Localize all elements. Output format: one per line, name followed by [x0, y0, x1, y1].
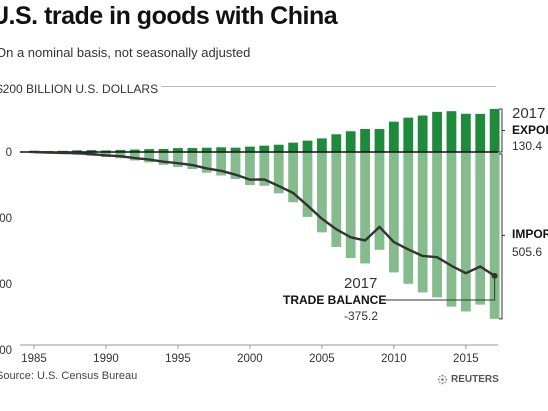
import-bar: [288, 152, 299, 203]
x-tick-label: 2015: [453, 353, 479, 365]
export-bar: [475, 113, 486, 152]
import-bar: [374, 152, 385, 250]
import-bar: [460, 152, 471, 312]
export-bar: [101, 150, 111, 152]
y-tick-label: 0: [6, 147, 12, 159]
export-bar: [388, 121, 399, 152]
import-bar: [216, 152, 227, 176]
x-tick-label: 1990: [93, 353, 119, 365]
chart-subtitle: On a nominal basis, not seasonally adjus…: [0, 45, 251, 60]
export-bar: [216, 147, 227, 152]
imports-value: 505.6: [512, 245, 542, 259]
import-bar: [129, 152, 140, 161]
import-bar: [475, 152, 486, 305]
import-bar: [201, 152, 212, 173]
import-bar: [360, 152, 370, 264]
export-bar: [129, 149, 140, 152]
trade-balance-end-marker: [491, 272, 498, 279]
exports-bracket: [499, 108, 505, 153]
export-bar: [201, 147, 212, 152]
x-tick-label: 2000: [237, 353, 263, 365]
trade-balance-line: [33, 150, 496, 277]
export-bar: [115, 149, 126, 152]
export-bar: [273, 144, 284, 152]
export-bar: [317, 138, 327, 152]
reuters-dots-icon: [437, 374, 448, 385]
export-bar: [187, 148, 198, 152]
x-tick-label: 2010: [381, 353, 407, 365]
exports-year-label: 2017: [512, 105, 545, 122]
chart-title: U.S. trade in goods with China: [0, 2, 338, 30]
import-bar: [388, 152, 399, 273]
export-bar: [86, 150, 97, 152]
balance-value: -375.2: [344, 309, 378, 323]
export-bar: [374, 129, 385, 152]
export-bar: [288, 142, 299, 152]
y-axis-unit-label: $200 BILLION U.S. DOLLARS: [0, 82, 162, 96]
export-bar: [460, 113, 471, 152]
y-axis: 0 200 400 600: [0, 86, 496, 361]
y-tick-label: 400: [0, 279, 12, 291]
exports-bars: [29, 108, 500, 152]
export-bar: [432, 111, 442, 152]
x-tick-label: 2005: [309, 353, 335, 365]
import-bar: [187, 152, 198, 169]
import-bar: [158, 152, 169, 165]
y-tick-label: 200: [0, 213, 12, 225]
exports-value: 130.4: [512, 139, 542, 153]
import-bar: [331, 152, 342, 247]
import-bar: [173, 152, 183, 168]
export-bar: [245, 146, 255, 152]
import-bar: [317, 152, 327, 233]
balance-label: TRADE BALANCE: [283, 293, 386, 307]
export-bar: [173, 148, 183, 152]
import-bar: [144, 152, 155, 163]
trade-balance-connector: [382, 278, 496, 301]
export-bar: [360, 129, 370, 152]
export-bar: [345, 131, 356, 152]
source-note: Source: U.S. Census Bureau: [0, 370, 138, 382]
y-tick-label: 600: [0, 345, 12, 357]
balance-year-label: 2017: [344, 275, 377, 292]
import-bar: [230, 152, 241, 179]
x-tick-label: 1995: [165, 353, 191, 365]
import-bar: [273, 152, 284, 194]
import-bar: [446, 152, 457, 307]
export-bar: [417, 115, 428, 152]
import-bar: [403, 152, 414, 284]
import-bar: [345, 152, 356, 259]
export-bar: [403, 117, 414, 152]
export-bar: [158, 148, 169, 152]
export-bar: [446, 111, 457, 152]
import-bar: [245, 152, 255, 185]
export-bar: [489, 108, 500, 152]
reuters-logo: REUTERS: [437, 374, 499, 385]
exports-label: EXPORTS: [512, 123, 548, 137]
import-bar: [432, 152, 442, 298]
export-bar: [259, 145, 270, 152]
reuters-wordmark: REUTERS: [451, 374, 499, 385]
imports-bars: [29, 152, 500, 319]
import-bar: [302, 152, 313, 217]
import-bar: [489, 152, 500, 319]
imports-bracket: [499, 153, 505, 320]
export-bar: [302, 140, 313, 152]
x-tick-label: 1985: [21, 353, 47, 365]
export-bar: [230, 147, 241, 152]
x-axis: 1985 1990 1995 2000 2005 2010 2015: [20, 344, 498, 365]
export-bar: [144, 149, 155, 152]
import-bar: [417, 152, 428, 293]
imports-label: IMPORTS: [512, 227, 548, 241]
import-bar: [259, 152, 270, 186]
export-bar: [72, 150, 83, 152]
export-bar: [331, 134, 342, 152]
